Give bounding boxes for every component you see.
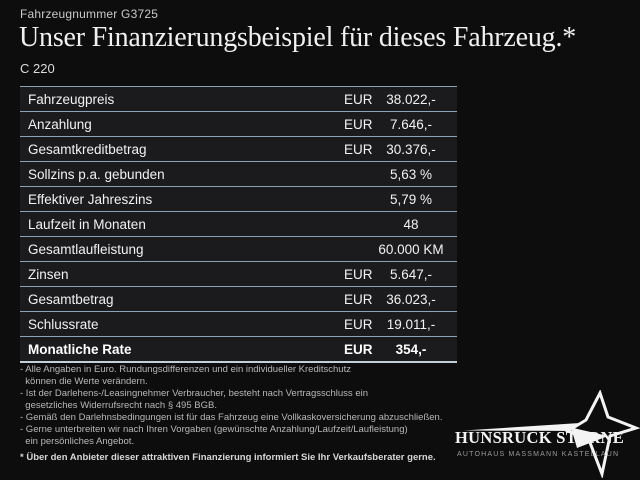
table-row: Laufzeit in Monaten 48 (20, 211, 457, 236)
row-value: 354,- (395, 341, 427, 357)
table-row: Gesamtlaufleistung 60.000 KM (20, 236, 457, 261)
dealer-logo: HUNSRÜCK STERNE AUTOHAUS MASSMANN KASTEL… (450, 390, 640, 478)
footnote-item: - Ist der Darlehens-/Leasingnehmer Verbr… (20, 388, 368, 411)
row-value: 19.011,- (386, 316, 436, 332)
row-label: Anzahlung (28, 116, 92, 132)
row-currency: EUR (344, 291, 373, 307)
table-row: Sollzins p.a. gebunden 5,63 % (20, 161, 457, 186)
row-value: 36.023,- (386, 291, 436, 307)
row-value: 38.022,- (386, 91, 436, 107)
row-label: Zinsen (28, 266, 69, 282)
table-row: Monatliche Rate EUR 354,- (20, 336, 457, 361)
footnotes: - Alle Angaben in Euro. Rundungsdifferen… (20, 364, 470, 448)
dealer-subtitle: AUTOHAUS MASSMANN KASTELLAUN (457, 451, 620, 458)
row-label: Gesamtbetrag (28, 291, 114, 307)
row-currency: EUR (344, 141, 373, 157)
row-label: Sollzins p.a. gebunden (28, 166, 165, 182)
row-currency: EUR (344, 91, 373, 107)
table-row: Fahrzeugpreis EUR 38.022,- (20, 86, 457, 111)
row-value: 60.000 KM (378, 241, 444, 257)
table-row: Schlussrate EUR 19.011,- (20, 311, 457, 336)
vehicle-model: C 220 (20, 61, 55, 76)
dealer-name: HUNSRÜCK STERNE (455, 428, 625, 447)
table-row: Anzahlung EUR 7.646,- (20, 111, 457, 136)
row-label: Laufzeit in Monaten (28, 216, 146, 232)
table-row: Zinsen EUR 5.647,- (20, 261, 457, 286)
page-title: Unser Finanzierungsbeispiel für dieses F… (19, 22, 577, 53)
row-label: Gesamtlaufleistung (28, 241, 144, 257)
row-currency: EUR (344, 116, 373, 132)
row-value: 5,63 % (389, 166, 433, 182)
footnote-item: - Gemäß den Darlehnsbedingungen ist für … (20, 412, 443, 423)
footnote-item: - Gerne unterbreiten wir nach Ihren Vorg… (20, 424, 408, 447)
row-label: Fahrzeugpreis (28, 91, 115, 107)
vehicle-number: Fahrzeugnummer G3725 (20, 7, 159, 21)
row-label: Gesamtkreditbetrag (28, 141, 147, 157)
row-value: 5.647,- (389, 266, 433, 282)
row-label: Monatliche Rate (28, 341, 132, 357)
row-label: Schlussrate (28, 316, 99, 332)
row-currency: EUR (344, 316, 373, 332)
table-row: Gesamtkreditbetrag EUR 30.376,- (20, 136, 457, 161)
row-label: Effektiver Jahreszins (28, 191, 153, 207)
table-row: Gesamtbetrag EUR 36.023,- (20, 286, 457, 311)
row-currency: EUR (344, 266, 373, 282)
row-value: 48 (403, 216, 419, 232)
row-currency: EUR (344, 341, 373, 357)
row-value: 5,79 % (389, 191, 433, 207)
row-value: 7.646,- (389, 116, 433, 132)
table-row: Effektiver Jahreszins 5,79 % (20, 186, 457, 211)
footnote-item: - Alle Angaben in Euro. Rundungsdifferen… (20, 364, 351, 387)
row-value: 30.376,- (386, 141, 436, 157)
finance-table: Fahrzeugpreis EUR 38.022,- Anzahlung EUR… (20, 86, 457, 363)
starred-note: * Über den Anbieter dieser attraktiven F… (20, 452, 436, 463)
star-swoosh-icon (464, 390, 640, 478)
